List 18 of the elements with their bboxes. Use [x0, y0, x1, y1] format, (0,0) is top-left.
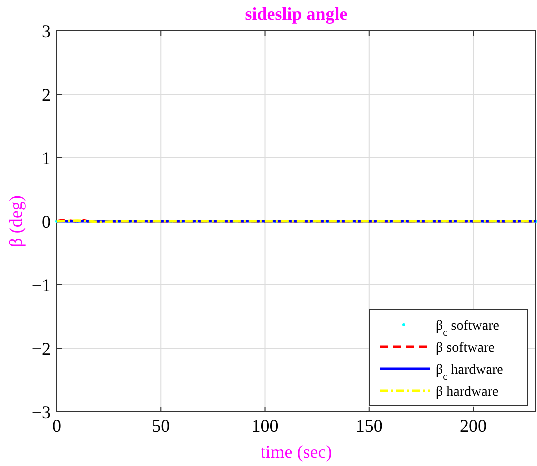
- legend-label: β$_{c}$ hardware: [436, 362, 504, 382]
- x-tick-label: 100: [252, 416, 279, 436]
- y-tick-label: 2: [42, 84, 51, 105]
- legend-label: β hardware: [436, 384, 499, 400]
- legend-label: β$_{c}$ software: [436, 318, 500, 338]
- y-tick-label: 0: [42, 212, 51, 232]
- x-tick-label: 150: [356, 416, 383, 436]
- x-tick-label: 50: [152, 416, 170, 436]
- y-axis-title: β (deg): [6, 196, 26, 248]
- y-tick-label: 3: [42, 21, 51, 42]
- chart-title: sideslip angle: [245, 4, 348, 24]
- y-tick-label: 1: [42, 148, 51, 168]
- y-tick-label: −1: [32, 275, 51, 296]
- x-axis-title: time (sec): [260, 442, 332, 462]
- y-tick-label: −2: [32, 338, 51, 359]
- x-tick-label: 200: [460, 416, 488, 436]
- legend-label: β software: [436, 340, 495, 356]
- y-tick-label: −3: [32, 402, 51, 422]
